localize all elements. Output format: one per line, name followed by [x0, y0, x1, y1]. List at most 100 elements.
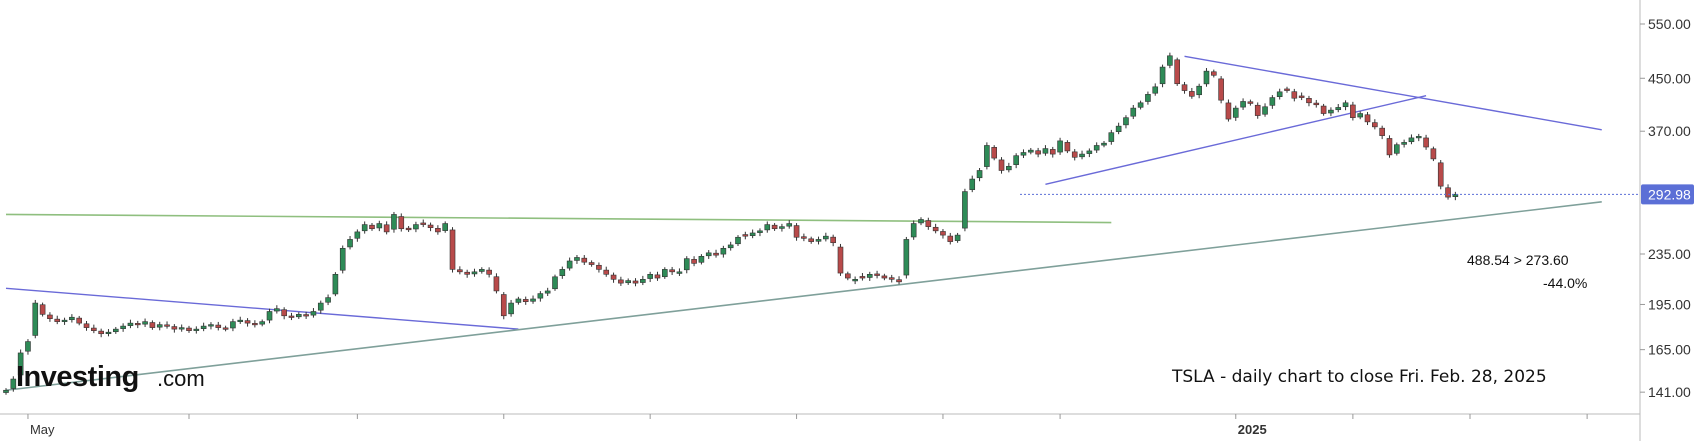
candle-body [888, 277, 895, 280]
candle-body [1430, 148, 1437, 160]
candle [1254, 102, 1261, 119]
candle [142, 318, 148, 327]
candle [1357, 111, 1363, 120]
candle [1225, 99, 1232, 122]
candle [32, 299, 39, 339]
candle-body [500, 294, 507, 317]
candle [859, 272, 866, 281]
candle [478, 267, 485, 274]
candle [976, 168, 983, 182]
candle [244, 318, 251, 327]
candle-body [98, 330, 104, 335]
candle-body [127, 322, 134, 326]
candle [1152, 83, 1159, 96]
candle-body [991, 147, 998, 159]
candle-body [420, 222, 427, 225]
candle [471, 268, 478, 277]
candle [1430, 146, 1437, 162]
candle-body [1313, 102, 1320, 106]
candle [1306, 95, 1312, 107]
candle-body [830, 236, 836, 244]
candle [801, 233, 807, 242]
candle-body [661, 269, 668, 278]
candle [771, 223, 778, 231]
candle-body [610, 274, 617, 280]
candle-body [478, 269, 485, 272]
candle [61, 317, 68, 325]
candle [1320, 103, 1327, 116]
candle-body [1284, 88, 1290, 91]
candle-body [471, 271, 478, 275]
candle [669, 266, 675, 275]
candle [442, 221, 449, 233]
candle-body [1291, 91, 1298, 99]
candle-body [932, 226, 939, 232]
candle-body [581, 257, 588, 263]
candle-body [647, 274, 653, 279]
trendline-lower-ascending [1045, 94, 1427, 186]
candle [47, 312, 53, 322]
candle-body [896, 279, 902, 283]
candle-body [134, 323, 141, 326]
candle [464, 269, 470, 278]
candle-body [757, 230, 763, 233]
candle-body [1423, 137, 1429, 148]
candles [3, 52, 1459, 395]
candle-body [1042, 148, 1049, 154]
candle [874, 270, 880, 279]
candle-body [1415, 136, 1422, 139]
candle-body [339, 247, 346, 271]
candle [1006, 162, 1012, 173]
candle [1401, 139, 1407, 148]
candle [610, 272, 617, 283]
candle [493, 273, 500, 294]
y-tick-label: 235.00 [1648, 246, 1691, 262]
candle [830, 234, 836, 247]
candle [705, 250, 712, 259]
candle-body [1240, 101, 1246, 108]
candle-body [918, 219, 924, 224]
candle-body [325, 297, 331, 303]
candle [1145, 91, 1151, 105]
candle-body [515, 298, 522, 303]
candle [1276, 88, 1283, 100]
candle-body [742, 234, 749, 237]
candle [581, 255, 588, 265]
candle [1174, 57, 1180, 86]
candle [164, 321, 170, 329]
candle [1130, 104, 1137, 120]
candle [786, 220, 793, 229]
candle-body [413, 224, 419, 230]
candle-body [727, 244, 734, 249]
candle [866, 271, 873, 281]
trendline-horizontal-resistance [5, 213, 1112, 224]
candle-body [1196, 85, 1202, 96]
candle [566, 257, 573, 271]
candle-body [1057, 140, 1063, 153]
trendlines [5, 55, 1602, 392]
annotation-percent-change: -44.0% [1543, 275, 1587, 291]
candle-body [537, 293, 544, 299]
candle-body [83, 323, 90, 328]
candle [295, 312, 302, 319]
candle-body [215, 324, 222, 328]
candle-body [274, 308, 280, 312]
candle [288, 312, 295, 321]
candle [676, 268, 683, 276]
candle [998, 157, 1005, 174]
candle [588, 260, 595, 267]
candle [881, 273, 888, 281]
candle [391, 211, 397, 233]
candle [413, 221, 419, 233]
candle [1298, 92, 1305, 101]
candle-body [764, 224, 771, 231]
candle-body [1079, 153, 1085, 158]
candle-body [852, 279, 858, 282]
candle-body [552, 276, 558, 290]
candle [383, 221, 390, 235]
candle [449, 227, 456, 273]
candle [1203, 68, 1210, 87]
candle [1071, 149, 1078, 161]
candle [215, 321, 222, 331]
candle-body [530, 298, 536, 302]
